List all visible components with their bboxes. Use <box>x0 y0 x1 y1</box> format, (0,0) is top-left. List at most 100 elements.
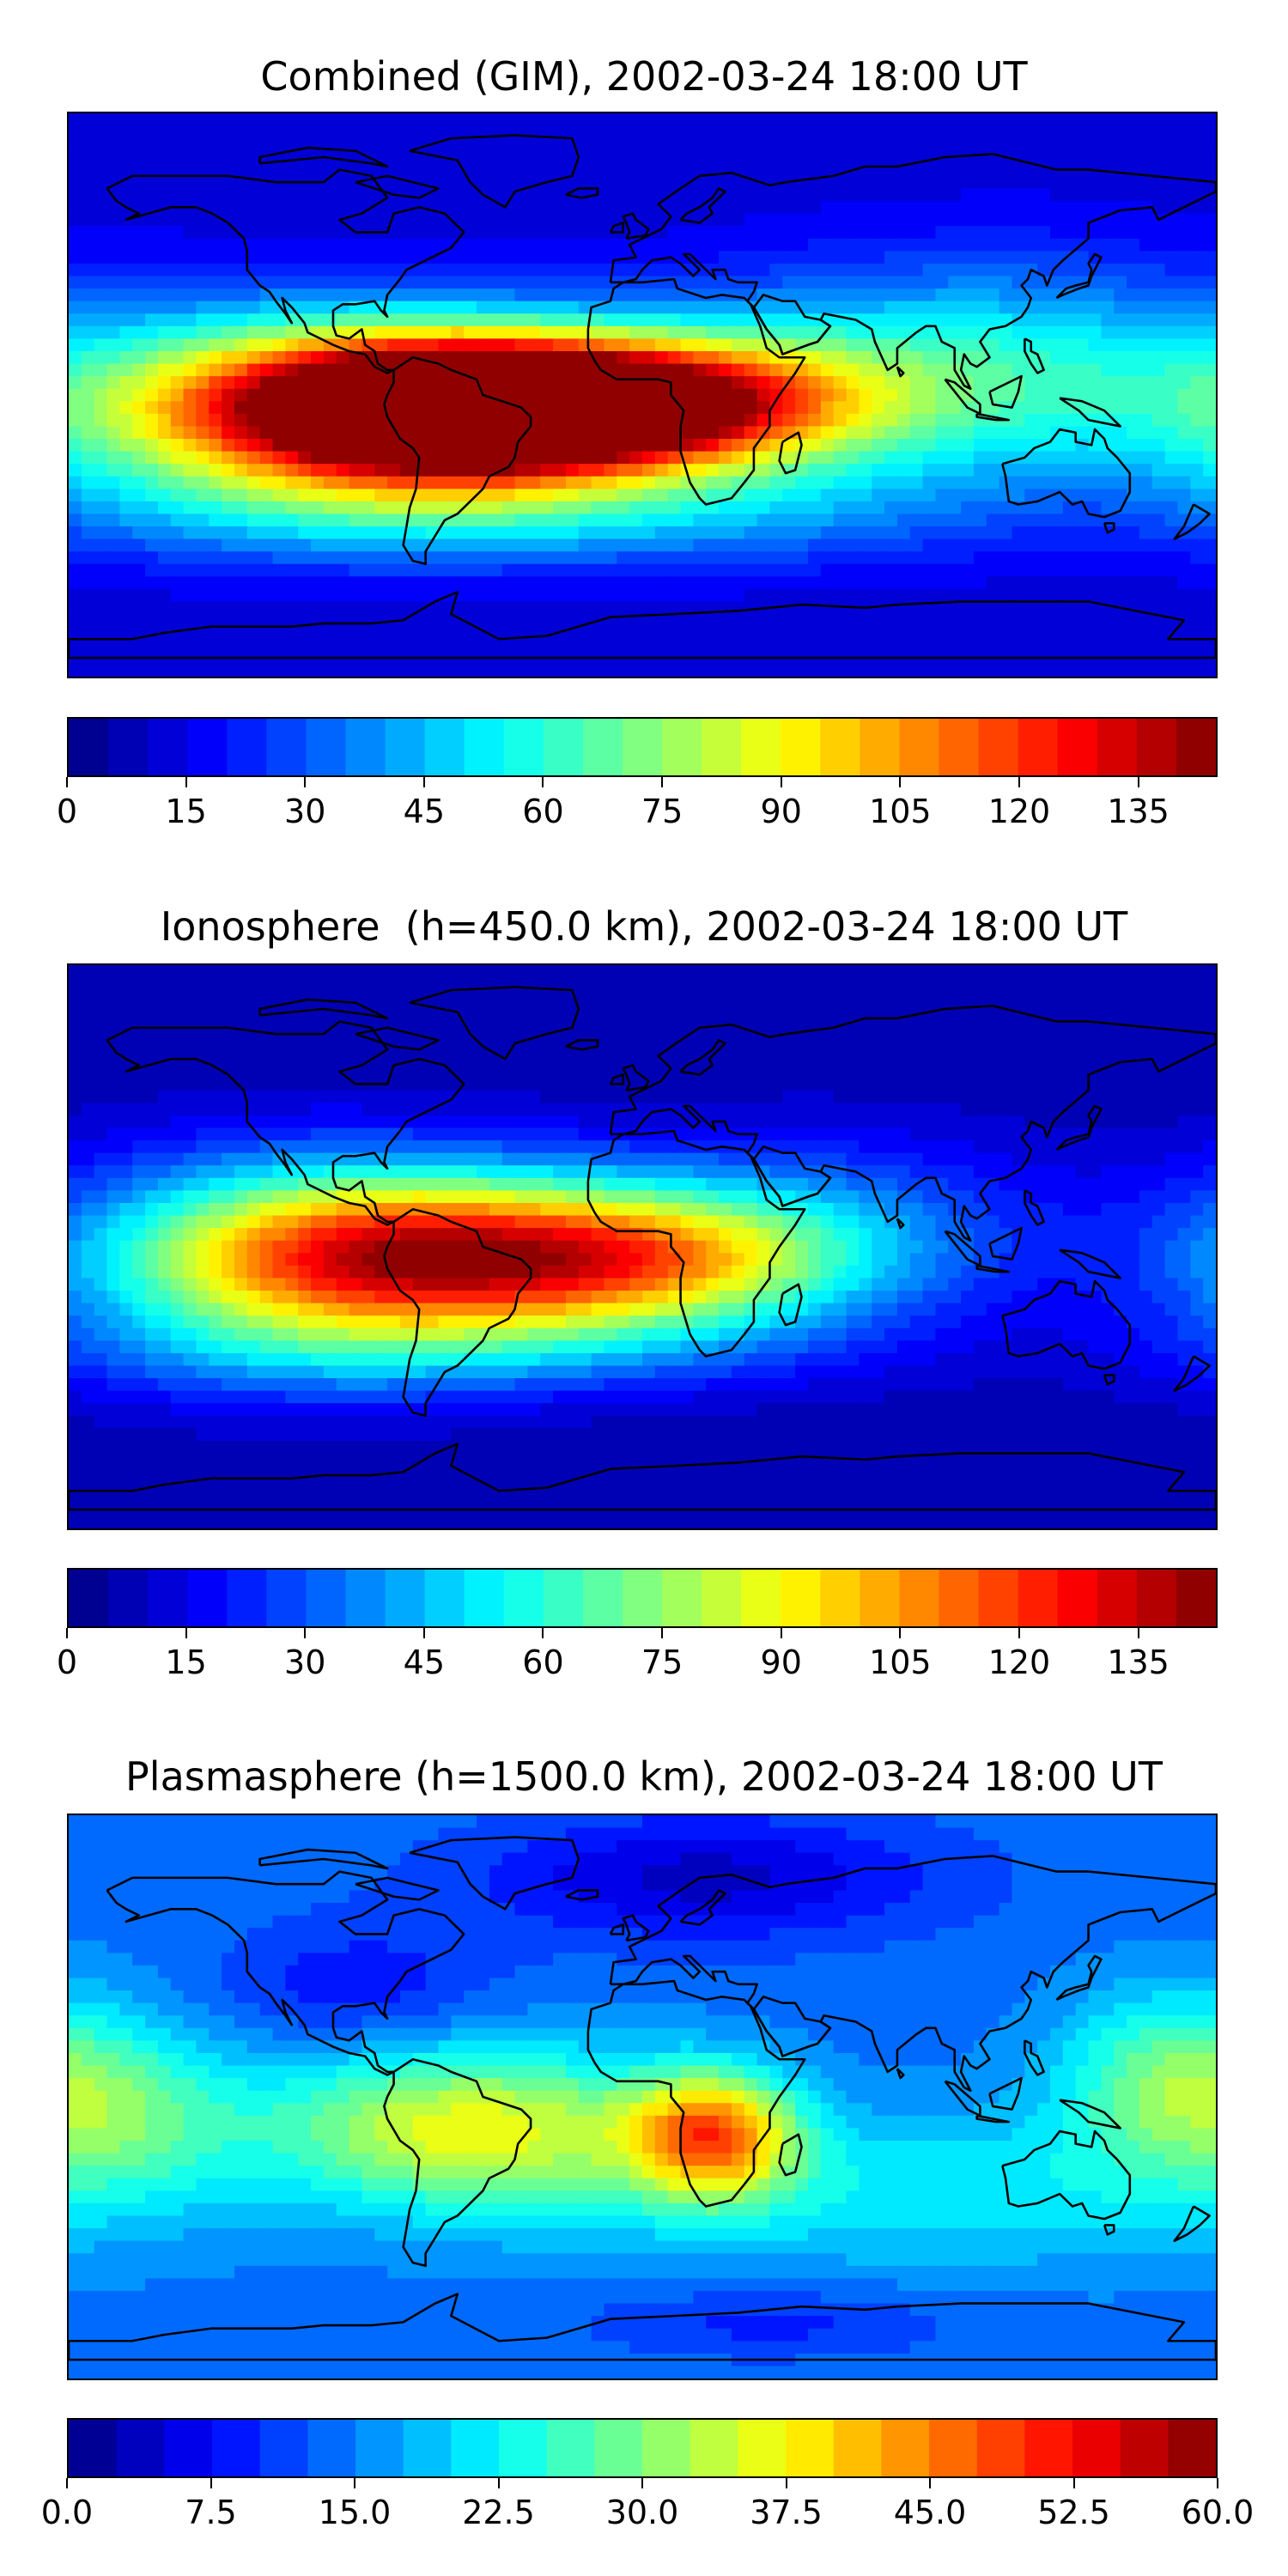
heatmap-cell <box>106 276 120 289</box>
heatmap-cell <box>617 601 630 615</box>
heatmap-cell <box>999 439 1013 453</box>
heatmap-cell <box>323 226 337 240</box>
heatmap-cell <box>285 977 299 991</box>
heatmap-cell <box>399 664 414 677</box>
heatmap-cell <box>272 965 286 979</box>
heatmap-cell <box>565 601 580 615</box>
heatmap-cell <box>948 263 962 277</box>
heatmap-cell <box>807 664 822 677</box>
heatmap-cell <box>961 313 975 327</box>
heatmap-cell <box>425 1015 440 1029</box>
heatmap-cell <box>183 150 197 164</box>
heatmap-cell <box>311 626 325 640</box>
heatmap-cell <box>1101 113 1115 127</box>
heatmap-cell <box>973 125 987 139</box>
heatmap-cell <box>1062 489 1077 502</box>
heatmap-cell <box>706 401 720 415</box>
heatmap-cell <box>464 639 477 653</box>
heatmap-cell <box>438 413 452 428</box>
heatmap-cell <box>553 538 567 552</box>
heatmap-cell <box>731 576 745 590</box>
heatmap-cell <box>222 301 235 314</box>
heatmap-cell <box>896 990 911 1004</box>
heatmap-cell <box>527 276 541 289</box>
heatmap-cell <box>1012 213 1025 227</box>
heatmap-cell <box>999 1053 1013 1066</box>
heatmap-cell <box>629 338 643 352</box>
heatmap-cell <box>489 276 503 289</box>
heatmap-cell <box>604 526 617 540</box>
heatmap-cell <box>361 977 375 991</box>
heatmap-cell <box>183 1015 197 1029</box>
heatmap-cell <box>234 388 248 402</box>
heatmap-cell <box>999 238 1013 252</box>
heatmap-cell <box>81 501 95 515</box>
heatmap-cell <box>578 325 592 339</box>
heatmap-cell <box>667 513 682 527</box>
heatmap-cell <box>246 1015 261 1029</box>
heatmap-cell <box>1114 513 1127 527</box>
coastline-africa <box>586 277 806 506</box>
heatmap-cell <box>935 476 949 489</box>
heatmap-cell <box>1101 188 1115 202</box>
heatmap-cell <box>132 263 146 277</box>
heatmap-cell <box>807 251 822 264</box>
heatmap-cell <box>209 476 222 489</box>
heatmap-cell <box>438 576 452 590</box>
heatmap-cell <box>807 476 822 489</box>
heatmap-cell <box>272 213 286 227</box>
heatmap-cell <box>986 150 1000 164</box>
heatmap-cell <box>196 138 210 152</box>
heatmap-cell <box>553 588 567 603</box>
heatmap-cell <box>1114 401 1127 415</box>
heatmap-cell <box>1151 113 1166 127</box>
heatmap-cell <box>81 301 95 314</box>
heatmap-cell <box>948 588 962 603</box>
heatmap-cell <box>464 1065 477 1078</box>
heatmap-cell <box>298 150 312 164</box>
heatmap-cell <box>591 263 605 277</box>
heatmap-cell <box>501 313 516 327</box>
heatmap-cell <box>145 413 159 428</box>
heatmap-cell <box>106 138 120 152</box>
heatmap-cell <box>298 489 312 502</box>
heatmap-cell <box>1062 338 1077 352</box>
heatmap-cell <box>1127 350 1140 365</box>
heatmap-cell <box>477 301 490 314</box>
heatmap-cell <box>654 401 669 415</box>
heatmap-cell <box>667 601 682 615</box>
heatmap-cell <box>565 201 580 215</box>
heatmap-cell <box>961 276 975 289</box>
heatmap-cell <box>94 150 108 164</box>
heatmap-cell <box>604 150 617 164</box>
heatmap-cell <box>693 426 707 440</box>
heatmap-cell <box>323 563 337 577</box>
heatmap-cell <box>222 138 235 152</box>
heatmap-cell <box>1139 401 1153 415</box>
heatmap-cell <box>1177 501 1191 515</box>
heatmap-cell <box>1151 551 1166 565</box>
heatmap-cell <box>438 439 452 453</box>
heatmap-cell <box>973 664 987 677</box>
heatmap-cell <box>807 464 822 477</box>
heatmap-cell <box>1075 175 1090 190</box>
heatmap-cell <box>565 125 580 139</box>
heatmap-cell <box>884 1053 898 1066</box>
heatmap-cell <box>298 213 312 227</box>
heatmap-cell <box>514 1015 528 1029</box>
heatmap-cell <box>412 601 427 615</box>
heatmap-cell <box>1037 201 1051 215</box>
heatmap-cell <box>629 538 643 552</box>
heatmap-cell <box>1037 150 1051 164</box>
heatmap-cell <box>820 301 835 314</box>
heatmap-cell <box>591 576 605 590</box>
heatmap-cell <box>578 175 592 190</box>
heatmap-cell <box>311 125 325 139</box>
heatmap-cell <box>756 388 771 402</box>
heatmap-cell <box>399 363 414 377</box>
heatmap-cell <box>706 1053 720 1066</box>
colorbar-svg <box>69 719 1216 775</box>
heatmap-cell <box>591 439 605 453</box>
heatmap-cell <box>591 588 605 603</box>
heatmap-cell <box>935 350 949 365</box>
